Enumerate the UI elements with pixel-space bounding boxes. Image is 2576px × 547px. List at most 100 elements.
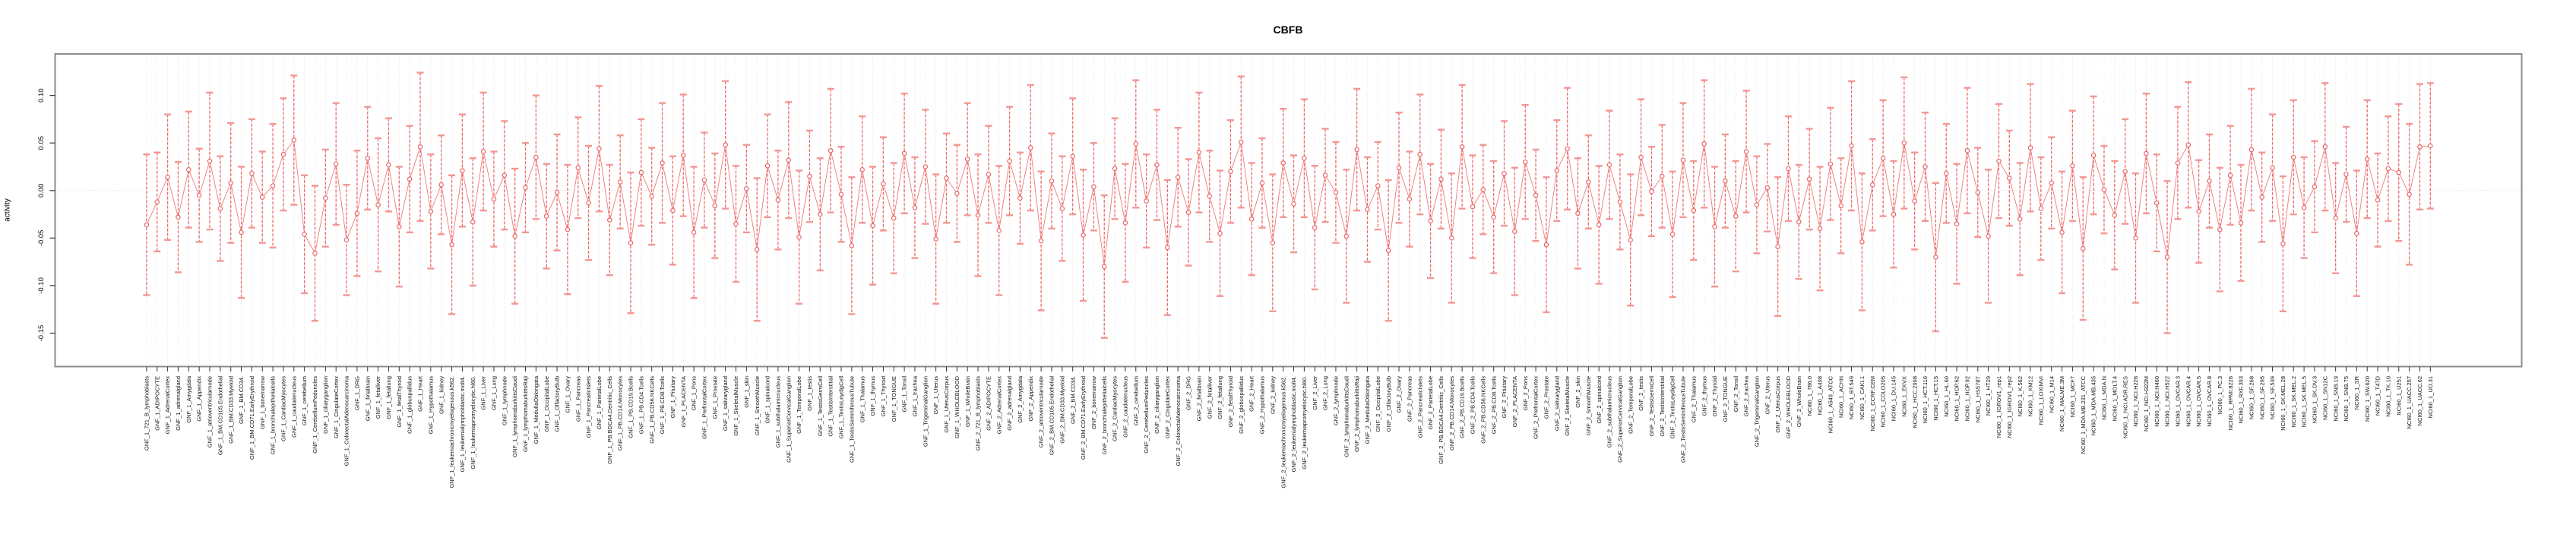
mean-point — [1806, 176, 1812, 182]
mean-point — [1543, 242, 1549, 248]
x-tick-label: GNF_1_lymphomaburkittsDaudi — [511, 376, 518, 457]
mean-point — [975, 213, 981, 218]
mean-point — [502, 172, 508, 179]
mean-point — [2122, 169, 2128, 175]
x-tick-label: GNF_2_fetalThyroid — [1227, 376, 1234, 428]
x-tick-label: GNF_2_SkeletalMuscle — [1564, 376, 1571, 436]
x-tick-label: GNF_2_CardiacMyocytes — [1112, 376, 1119, 441]
x-tick-label: GNF_2_testis — [1638, 376, 1644, 411]
x-tick-label: NCI60_1_NCI.H322M — [2143, 376, 2150, 432]
mean-point — [1975, 190, 1981, 195]
mean-point — [1712, 224, 1717, 229]
x-tick-label: NCI60_1_SF.539 — [2269, 376, 2276, 419]
x-tick-label: NCI60_1_HL.60 — [1943, 376, 1950, 417]
mean-point — [2301, 205, 2307, 210]
mean-point — [964, 157, 970, 162]
mean-point — [144, 222, 150, 228]
x-tick-label: GNF_2_MedullaOblongata — [1364, 375, 1371, 444]
x-tick-label: GNF_1_fetallung — [385, 376, 392, 419]
mean-point — [2144, 150, 2149, 157]
x-tick-label: GNF_1_OlfactoryBulb — [554, 376, 561, 432]
mean-point — [1502, 171, 1507, 176]
x-tick-label: NCI60_1_SN12C — [2321, 375, 2328, 420]
x-tick-label: GNF_1_Heart — [417, 375, 424, 412]
x-tick-label: GNF_1_TestisLeydigCell — [838, 376, 845, 439]
mean-point — [1133, 141, 1139, 147]
x-tick-label: NCI60_1_NCI.H226 — [2132, 376, 2139, 427]
mean-point — [1796, 219, 1802, 225]
x-tick-label: NCI60_1_MCF7 — [2069, 376, 2076, 417]
mean-point — [996, 228, 1002, 233]
mean-point — [1943, 171, 1949, 176]
x-tick-label: NCI60_1_NCI.ADR.RES — [2122, 376, 2128, 438]
x-tick-label: GNF_1_TestisGermCell — [817, 376, 824, 437]
x-tick-label: NCI60_1_HCT.116 — [1922, 376, 1929, 423]
mean-point — [2312, 184, 2318, 190]
x-tick-label: NCI60_1_M14 — [2048, 376, 2055, 413]
mean-point — [1912, 198, 1917, 204]
x-tick-label: GNF_1_OccipitalLobe — [543, 376, 550, 432]
x-tick-label: GNF_2_Ovary — [1396, 376, 1403, 413]
mean-point — [365, 155, 370, 161]
mean-point — [1628, 237, 1633, 243]
mean-point — [417, 144, 423, 150]
mean-point — [901, 150, 907, 157]
x-tick-label: GNF_2_Tonsil — [1733, 376, 1739, 413]
x-tick-label: GNF_2_PancreaticIslets — [1416, 376, 1423, 438]
mean-point — [1196, 150, 1202, 155]
x-tick-label: GNF_2_CerebellumPeduncles — [1143, 376, 1150, 454]
x-tick-label: GNF_1_TestisSeminiferousTubule — [848, 376, 855, 463]
x-tick-label: GNF_1_thymus — [869, 376, 876, 416]
x-tick-label: GNF_1_BM.CD33.Myeloid — [227, 376, 234, 444]
y-tick-label: -0.15 — [37, 325, 46, 342]
mean-point — [1743, 149, 1749, 154]
mean-point — [1986, 233, 1991, 239]
x-tick-label: NCI60_1_786.0 — [1806, 376, 1813, 416]
x-tick-label: GNF_1_BM.CD71.EarlyErythroid — [248, 376, 255, 460]
x-tick-label: NCI60_1_NCI.H522 — [2164, 376, 2171, 427]
x-tick-label: NCI60_1_PC.3 — [2217, 376, 2223, 414]
mean-point — [1385, 248, 1391, 253]
x-tick-label: GNF_2_ciliaryganglion — [1154, 376, 1160, 434]
x-tick-label: GNF_1_salivarygland — [722, 376, 729, 431]
mean-point — [2428, 143, 2433, 149]
x-tick-label: GNF_1_ColorectalAdenocarcinoma — [343, 375, 350, 466]
x-tick-label: GNF_1_WholeBrain — [964, 376, 971, 427]
mean-point — [859, 167, 865, 172]
mean-point — [1028, 145, 1033, 150]
x-tick-label: GNF_1_WHOLEBLOOD — [954, 375, 960, 438]
x-tick-label: NCI60_1_A498 — [1817, 376, 1824, 415]
x-tick-label: GNF_1_AdrenalCortex — [164, 376, 171, 435]
mean-point — [1891, 211, 1897, 217]
mean-point — [354, 210, 360, 217]
x-tick-label: GNF_2_PB.CD8.Tcells — [1490, 376, 1497, 435]
x-tick-label: GNF_2_lymphomaburkittsRaji — [1353, 376, 1360, 452]
x-tick-label: GNF_2_PB.CD56.NKCells — [1479, 376, 1486, 444]
x-tick-label: GNF_2_OlfactoryBulb — [1385, 376, 1392, 432]
x-tick-label: GNF_1_Tonsil — [901, 376, 908, 413]
x-tick-label: NCI60_1_UO.31 — [2427, 376, 2434, 418]
x-tick-label: GNF_2_Liver — [1312, 376, 1318, 410]
x-tick-label: NCI60_1_KM12 — [2027, 376, 2034, 416]
mean-point — [1007, 158, 1012, 164]
x-tick-label: GNF_2_caudatenucleus — [1122, 376, 1129, 438]
mean-point — [628, 240, 634, 245]
mean-point — [2175, 160, 2181, 166]
mean-point — [1070, 153, 1075, 159]
mean-point — [1270, 240, 1276, 245]
mean-point — [1049, 179, 1055, 184]
mean-point — [796, 234, 802, 240]
x-tick-label: NCI60_1_K.562 — [2017, 376, 2024, 416]
x-tick-label: NCI60_1_NCI.H460 — [2154, 376, 2160, 427]
x-tick-label: GNF_1_BM.CD34. — [238, 376, 245, 424]
mean-point — [1185, 210, 1191, 215]
mean-point — [723, 142, 728, 147]
mean-point — [1343, 233, 1350, 239]
x-tick-label: GNF_1_Amygdala — [185, 375, 192, 423]
x-tick-label: GNF_2_Hypothalamus — [1259, 376, 1266, 435]
x-tick-label: GNF_1_bronchialepithelialcells — [270, 376, 277, 455]
mean-point — [280, 151, 286, 157]
mean-point — [1933, 255, 1938, 260]
x-tick-label: NCI60_1_UACC.257 — [2406, 376, 2413, 429]
mean-point — [2248, 147, 2255, 153]
